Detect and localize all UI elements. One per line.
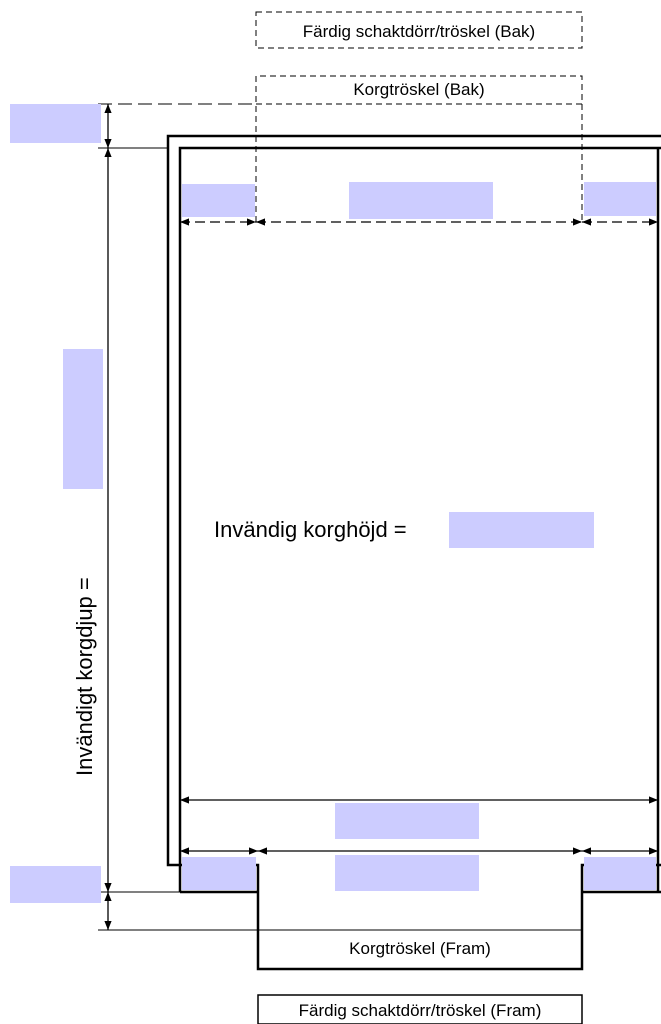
back-opening-width-input[interactable] <box>349 182 493 219</box>
shaft-door-back-label: Färdig schaktdörr/tröskel (Bak) <box>303 22 535 41</box>
back-right-width-input[interactable] <box>584 182 656 216</box>
input-fields[interactable] <box>10 104 656 903</box>
back-left-width-input[interactable] <box>182 184 255 217</box>
front-left-width-input[interactable] <box>182 857 256 890</box>
front-total-width-input[interactable] <box>335 803 479 839</box>
front-right-width-input[interactable] <box>584 857 656 890</box>
shaft-door-back-label-box: Färdig schaktdörr/tröskel (Bak) <box>255 11 583 49</box>
inner-height-input[interactable] <box>449 512 594 548</box>
shaft-door-front-label: Färdig schaktdörr/tröskel (Fram) <box>299 1001 542 1020</box>
car-sill-front-label: Korgtröskel (Fram) <box>349 939 491 958</box>
shaft-door-front-label-box: Färdig schaktdörr/tröskel (Fram) <box>257 994 583 1024</box>
front-opening-width-input[interactable] <box>335 855 479 891</box>
inner-depth-label: Invändigt korgdjup = <box>72 577 97 776</box>
top-offset-input[interactable] <box>10 104 101 143</box>
inner-height-label: Invändig korghöjd = <box>214 517 407 542</box>
inner-depth-input[interactable] <box>63 349 103 489</box>
car-walls <box>166 134 661 971</box>
car-sill-back-label: Korgtröskel (Bak) <box>353 80 484 99</box>
bottom-offset-input[interactable] <box>10 866 101 903</box>
